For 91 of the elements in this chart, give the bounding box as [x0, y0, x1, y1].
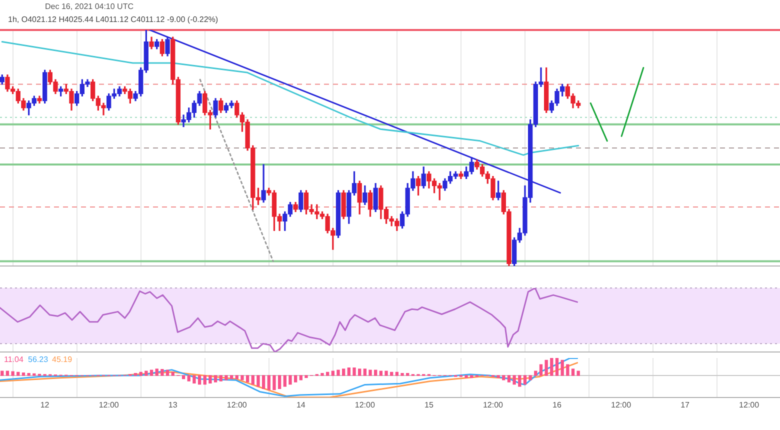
bar	[283, 375, 286, 387]
bar	[22, 372, 26, 376]
bar	[400, 372, 404, 376]
x-tick-label: 12:00	[354, 400, 376, 410]
x-tick-label: 12	[40, 400, 50, 410]
x-tick-label: 14	[296, 400, 306, 410]
bar	[555, 358, 559, 376]
bar	[6, 370, 10, 376]
text: Dec 16, 2021 04:10 UTC	[45, 2, 134, 11]
bar	[294, 375, 298, 382]
bar	[155, 368, 158, 376]
bar	[240, 375, 244, 380]
x-tick-label: 13	[168, 400, 178, 410]
bar	[288, 375, 292, 385]
x-tick-label: 12:00	[98, 400, 120, 410]
bar	[507, 375, 511, 382]
bar	[230, 375, 234, 380]
bar	[251, 375, 254, 385]
bar	[278, 375, 282, 389]
bar	[150, 370, 154, 376]
bar	[374, 370, 378, 376]
bar	[144, 370, 148, 376]
x-tick-label: 12:00	[739, 400, 760, 410]
bar	[464, 375, 468, 378]
bar	[534, 370, 538, 376]
bar	[336, 370, 340, 376]
bar	[267, 375, 270, 390]
bar	[192, 375, 196, 384]
bar	[470, 375, 474, 378]
bar	[203, 375, 206, 385]
bar	[16, 372, 20, 376]
bar	[139, 372, 142, 376]
bar	[496, 375, 500, 378]
bar	[208, 375, 212, 384]
bar	[27, 372, 30, 376]
annotation: 45.19	[52, 355, 72, 364]
x-tick-label: 16	[552, 400, 562, 410]
x-tick-label: 12:00	[226, 400, 248, 410]
bar	[182, 375, 186, 380]
bar	[395, 372, 399, 376]
bar	[560, 360, 564, 376]
bar	[566, 364, 570, 376]
bar	[518, 375, 522, 387]
bar	[384, 370, 388, 376]
bar	[326, 372, 330, 376]
bar	[571, 368, 575, 376]
bar	[550, 358, 554, 376]
bar	[166, 370, 170, 376]
bar	[11, 371, 14, 376]
bar	[358, 368, 362, 376]
x-tick-label: 15	[424, 400, 434, 410]
x-tick-label: 17	[680, 400, 690, 410]
bar	[214, 375, 218, 382]
bar	[246, 375, 250, 382]
bar	[352, 368, 356, 376]
bar	[523, 375, 527, 385]
bar	[134, 372, 138, 376]
bar	[32, 373, 36, 376]
annotation: 11.04	[4, 355, 24, 364]
bar	[235, 375, 238, 380]
bar	[272, 375, 276, 390]
bar	[368, 370, 372, 376]
bar	[331, 370, 334, 376]
bar	[299, 375, 302, 380]
bar	[406, 372, 410, 376]
bar	[528, 375, 532, 380]
annotation: 56.23	[28, 355, 48, 364]
bar	[198, 375, 202, 385]
bar	[576, 370, 580, 376]
bar	[224, 375, 228, 380]
bar	[390, 372, 394, 376]
bar	[262, 375, 266, 389]
bar	[219, 375, 222, 382]
text: 1h, O4021.12 H4025.44 L4011.12 C4011.12 -9.00 (-0.22%)	[8, 15, 218, 24]
x-tick-label: 12:00	[482, 400, 504, 410]
bar	[539, 364, 543, 376]
bar	[342, 368, 346, 376]
bar	[363, 368, 367, 376]
x-tick-label: 12:00	[610, 400, 632, 410]
bar	[304, 375, 308, 378]
bar	[347, 368, 350, 376]
bar	[502, 375, 506, 380]
bar	[544, 360, 548, 376]
bar	[320, 372, 324, 376]
bar	[256, 375, 260, 387]
bar	[187, 375, 190, 382]
bar	[379, 370, 383, 376]
bar	[512, 375, 516, 385]
bar	[0, 370, 4, 376]
bar	[160, 369, 164, 376]
bar	[171, 372, 174, 376]
